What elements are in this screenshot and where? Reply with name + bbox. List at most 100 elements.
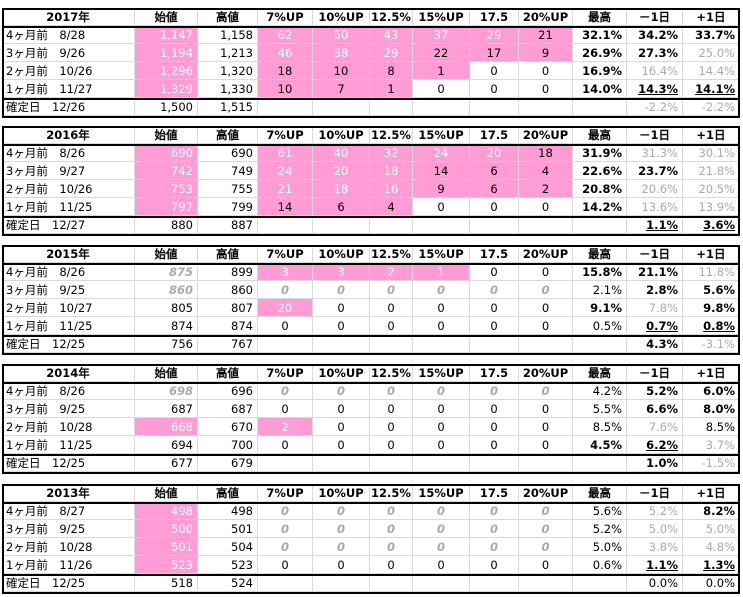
data-cell[interactable]: 0 [470, 198, 519, 216]
data-cell[interactable] [258, 216, 313, 234]
row-label[interactable]: 確定日 12/27 [2, 216, 135, 234]
row-label[interactable]: 3ヶ月前 9/26 [2, 44, 135, 62]
column-header[interactable]: 始値 [135, 245, 198, 263]
data-cell[interactable]: 31.3% [627, 144, 683, 162]
data-cell[interactable] [313, 216, 370, 234]
column-header[interactable]: 12.5% [370, 8, 413, 26]
data-cell[interactable]: 17 [470, 44, 519, 62]
data-cell[interactable]: 0 [313, 281, 370, 299]
data-cell[interactable]: 4 [370, 198, 413, 216]
data-cell[interactable]: 0 [470, 556, 519, 574]
data-cell[interactable]: 518 [135, 574, 198, 592]
data-cell[interactable]: 61 [258, 144, 313, 162]
data-cell[interactable]: 5.6% [573, 502, 627, 520]
column-header[interactable]: 最高 [573, 126, 627, 144]
data-cell[interactable] [573, 454, 627, 472]
data-cell[interactable]: 0 [519, 198, 573, 216]
data-cell[interactable] [258, 98, 313, 116]
data-cell[interactable]: 6 [470, 162, 519, 180]
row-label[interactable]: 3ヶ月前 9/25 [2, 281, 135, 299]
data-cell[interactable]: 1 [370, 80, 413, 98]
row-label[interactable]: 2ヶ月前 10/28 [2, 538, 135, 556]
data-cell[interactable]: 0 [519, 263, 573, 281]
column-header[interactable]: 15%UP [413, 8, 470, 26]
data-cell[interactable]: -2.2% [627, 98, 683, 116]
data-cell[interactable]: 860 [198, 281, 258, 299]
data-cell[interactable]: 0 [258, 400, 313, 418]
data-cell[interactable]: 2 [370, 263, 413, 281]
column-header[interactable]: 12.5% [370, 364, 413, 382]
data-cell[interactable]: 797 [135, 198, 198, 216]
column-header[interactable]: 15%UP [413, 245, 470, 263]
data-cell[interactable]: 2.1% [573, 281, 627, 299]
data-cell[interactable]: 5.2% [627, 382, 683, 400]
row-label[interactable]: 4ヶ月前 8/26 [2, 263, 135, 281]
data-cell[interactable]: 0 [313, 556, 370, 574]
data-cell[interactable]: 0 [413, 317, 470, 335]
column-header[interactable]: －1日 [627, 8, 683, 26]
data-cell[interactable] [313, 98, 370, 116]
row-label[interactable]: 確定日 12/25 [2, 335, 135, 353]
data-cell[interactable]: 20 [258, 299, 313, 317]
data-cell[interactable]: 18 [370, 162, 413, 180]
data-cell[interactable]: 0.6% [573, 556, 627, 574]
data-cell[interactable]: 0 [413, 80, 470, 98]
data-cell[interactable]: 0 [413, 538, 470, 556]
data-cell[interactable]: 21 [258, 180, 313, 198]
column-header[interactable]: 20%UP [519, 484, 573, 502]
data-cell[interactable]: 29 [470, 26, 519, 44]
data-cell[interactable]: 6.2% [627, 436, 683, 454]
data-cell[interactable]: 3.8% [627, 538, 683, 556]
column-header[interactable]: 高値 [198, 245, 258, 263]
column-header[interactable]: －1日 [627, 245, 683, 263]
column-header[interactable]: －1日 [627, 126, 683, 144]
data-cell[interactable]: 7 [313, 80, 370, 98]
data-cell[interactable]: 21.1% [627, 263, 683, 281]
data-cell[interactable]: 700 [198, 436, 258, 454]
data-cell[interactable]: 498 [135, 502, 198, 520]
data-cell[interactable]: 16.4% [627, 62, 683, 80]
column-header[interactable]: 20%UP [519, 364, 573, 382]
year-header[interactable]: 2015年 [2, 245, 135, 263]
column-header[interactable]: 20%UP [519, 126, 573, 144]
column-header[interactable]: 15%UP [413, 126, 470, 144]
data-cell[interactable]: 0 [313, 520, 370, 538]
data-cell[interactable]: 0 [370, 436, 413, 454]
data-cell[interactable]: 875 [135, 263, 198, 281]
column-header[interactable]: 12.5% [370, 126, 413, 144]
data-cell[interactable]: 0 [313, 299, 370, 317]
data-cell[interactable]: 0 [470, 502, 519, 520]
data-cell[interactable]: 24 [258, 162, 313, 180]
data-cell[interactable]: 14 [258, 198, 313, 216]
row-label[interactable]: 2ヶ月前 10/28 [2, 418, 135, 436]
data-cell[interactable]: 0 [413, 418, 470, 436]
data-cell[interactable] [313, 335, 370, 353]
row-label[interactable]: 確定日 12/25 [2, 454, 135, 472]
data-cell[interactable] [413, 454, 470, 472]
year-header[interactable]: 2014年 [2, 364, 135, 382]
data-cell[interactable]: 498 [198, 502, 258, 520]
data-cell[interactable]: 0 [470, 317, 519, 335]
data-cell[interactable]: 14 [413, 162, 470, 180]
data-cell[interactable]: 690 [198, 144, 258, 162]
data-cell[interactable]: 1,213 [198, 44, 258, 62]
data-cell[interactable] [573, 574, 627, 592]
data-cell[interactable]: 5.0% [573, 538, 627, 556]
data-cell[interactable]: 6 [470, 180, 519, 198]
data-cell[interactable]: 899 [198, 263, 258, 281]
data-cell[interactable]: 504 [198, 538, 258, 556]
data-cell[interactable]: 0 [413, 436, 470, 454]
column-header[interactable]: 20%UP [519, 8, 573, 26]
column-header[interactable]: 12.5% [370, 484, 413, 502]
data-cell[interactable]: 0 [370, 281, 413, 299]
data-cell[interactable] [519, 335, 573, 353]
data-cell[interactable]: 0 [413, 198, 470, 216]
data-cell[interactable]: 10 [313, 62, 370, 80]
data-cell[interactable]: 27.3% [627, 44, 683, 62]
data-cell[interactable]: 1 [413, 62, 470, 80]
row-label[interactable]: 3ヶ月前 9/25 [2, 520, 135, 538]
column-header[interactable]: 7%UP [258, 8, 313, 26]
data-cell[interactable]: 14.0% [573, 80, 627, 98]
data-cell[interactable]: 46 [258, 44, 313, 62]
data-cell[interactable]: 0 [370, 418, 413, 436]
